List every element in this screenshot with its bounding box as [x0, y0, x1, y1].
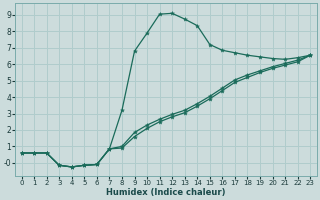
X-axis label: Humidex (Indice chaleur): Humidex (Indice chaleur)	[106, 188, 226, 197]
